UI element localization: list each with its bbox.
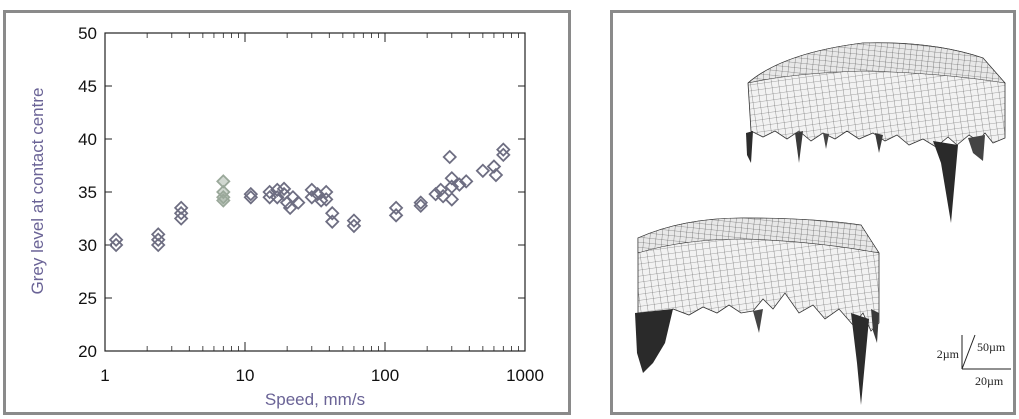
- data-point: [282, 200, 298, 216]
- data-point: [413, 198, 429, 214]
- scale-bar: 2µm 50µm 20µm: [937, 334, 1011, 388]
- data-point: [452, 177, 467, 192]
- data-point: [150, 237, 166, 253]
- data-point: [388, 208, 404, 223]
- data-point: [496, 147, 511, 163]
- data-point: [173, 205, 189, 221]
- scatter-chart-panel: 20 25 30 35 40 45 50 1 10 100 1000 Grey level at c…: [3, 10, 571, 415]
- data-point: [435, 188, 451, 204]
- data-point: [318, 184, 334, 200]
- data-point: [108, 232, 124, 247]
- data-point: [276, 181, 292, 197]
- data-point: [324, 214, 340, 229]
- lower-surface-mesh: [635, 217, 880, 405]
- data-point: [444, 170, 460, 186]
- data-point: [488, 167, 504, 183]
- data-point: [433, 182, 448, 198]
- data-point: [428, 186, 443, 202]
- y-axis-label: Grey level at contact centre: [28, 88, 47, 295]
- data-point: [290, 195, 306, 210]
- data-point: [216, 174, 231, 189]
- data-point: [304, 182, 320, 198]
- data-point: [216, 193, 231, 208]
- data-point: [262, 184, 277, 200]
- data-point: [310, 186, 325, 202]
- data-point: [304, 190, 320, 205]
- axis-ticks: 20 25 30 35 40 45 50 1 10 100 1000: [78, 24, 544, 385]
- y-tick-label: 35: [78, 183, 97, 202]
- y-tick-label: 50: [78, 24, 97, 43]
- data-point: [388, 200, 404, 216]
- y-tick-label: 40: [78, 130, 97, 149]
- x-tick-label: 100: [371, 366, 399, 385]
- data-point: [486, 159, 502, 174]
- data-point: [313, 193, 329, 208]
- data-point: [269, 182, 285, 198]
- data-point: [318, 192, 334, 207]
- data-points: [108, 142, 511, 253]
- data-point: [346, 213, 362, 228]
- x-axis-label: Speed, mm/s: [265, 390, 365, 409]
- upper-surface-mesh: [746, 42, 1006, 223]
- x-tick-label: 1: [100, 366, 109, 385]
- data-point: [444, 192, 460, 207]
- surface-plot-panel: 2µm 50µm 20µm: [610, 10, 1016, 415]
- x-tick-label: 10: [236, 366, 255, 385]
- data-point: [150, 227, 166, 242]
- data-point: [496, 142, 511, 157]
- scatter-chart: 20 25 30 35 40 45 50 1 10 100 1000 Grey level at c…: [28, 24, 544, 409]
- surface-plot-image: 2µm 50µm 20µm: [635, 42, 1011, 405]
- data-point: [108, 237, 124, 253]
- data-point: [269, 190, 285, 205]
- data-point: [458, 174, 474, 189]
- y-tick-label: 45: [78, 77, 97, 96]
- scale-z-label: 2µm: [937, 347, 960, 361]
- scale-y-label: 50µm: [977, 340, 1006, 354]
- data-point: [173, 211, 189, 226]
- data-point: [216, 190, 231, 205]
- data-point: [150, 232, 166, 247]
- y-tick-label: 30: [78, 236, 97, 255]
- scale-x-label: 20µm: [975, 374, 1004, 388]
- data-point: [243, 186, 259, 202]
- y-tick-label: 20: [78, 342, 97, 361]
- data-point: [346, 218, 362, 234]
- data-point: [442, 149, 458, 165]
- y-tick-label: 25: [78, 289, 97, 308]
- data-point: [475, 163, 491, 179]
- x-tick-label: 1000: [506, 366, 544, 385]
- data-point: [324, 205, 340, 221]
- data-point: [413, 195, 429, 210]
- data-point: [173, 200, 189, 216]
